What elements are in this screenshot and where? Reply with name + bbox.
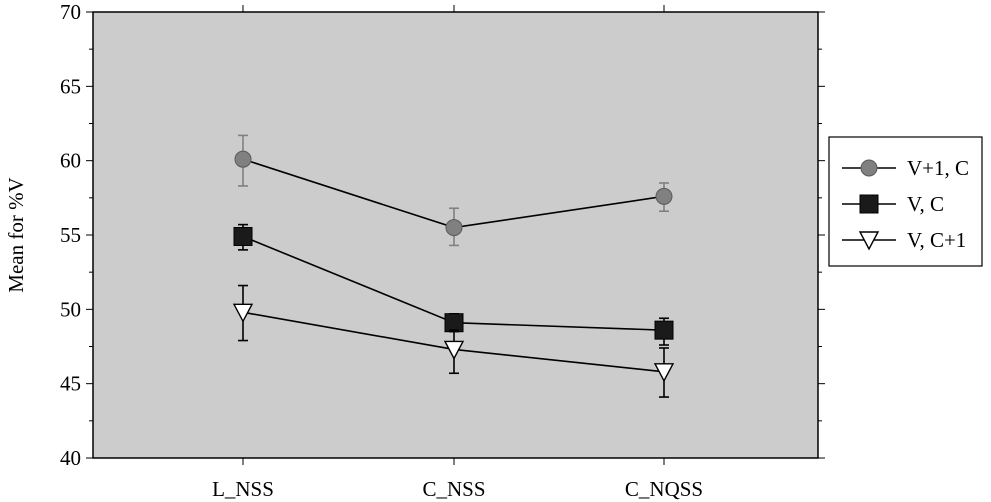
y-tick-label: 55	[60, 223, 81, 247]
y-tick-label: 45	[60, 372, 81, 396]
series-1	[234, 134, 673, 247]
legend-marker	[860, 159, 878, 177]
y-tick-label: 40	[60, 446, 81, 470]
data-point	[444, 313, 464, 333]
series-3	[232, 284, 675, 398]
legend-label: V, C	[907, 192, 944, 216]
x-tick-label: L_NSS	[212, 477, 274, 501]
y-tick-label: 70	[60, 0, 81, 24]
y-tick-label: 50	[60, 297, 81, 321]
legend-label: V+1, C	[907, 156, 969, 180]
legend-label: V, C+1	[907, 228, 966, 252]
y-tick-labels: 40 45 50 55 60 65 70	[60, 0, 81, 470]
axis-ticks	[86, 5, 825, 465]
legend-item: V, C+1	[842, 228, 966, 252]
data-point	[233, 226, 253, 246]
data-point	[443, 340, 465, 360]
y-tick-label: 60	[60, 149, 81, 173]
x-tick-label: C_NSS	[422, 477, 485, 501]
series-layer	[232, 134, 675, 398]
legend-item: V+1, C	[842, 156, 969, 180]
data-point	[654, 320, 674, 340]
legend-item: V, C	[842, 192, 944, 216]
data-point	[445, 219, 463, 237]
y-axis-label: Mean for %V	[4, 177, 28, 292]
legend-marker	[859, 194, 879, 214]
legend: V+1, C V, C V, C+1	[828, 136, 983, 267]
x-tick-label: C_NQSS	[625, 477, 703, 501]
y-tick-label: 65	[60, 74, 81, 98]
legend-box	[828, 136, 983, 267]
legend-marker	[858, 231, 880, 251]
data-point	[232, 303, 254, 323]
data-point	[234, 150, 252, 168]
series-2	[233, 223, 674, 346]
data-point	[655, 187, 673, 205]
x-tick-labels: L_NSS C_NSS C_NQSS	[212, 477, 703, 501]
data-point	[653, 363, 675, 383]
